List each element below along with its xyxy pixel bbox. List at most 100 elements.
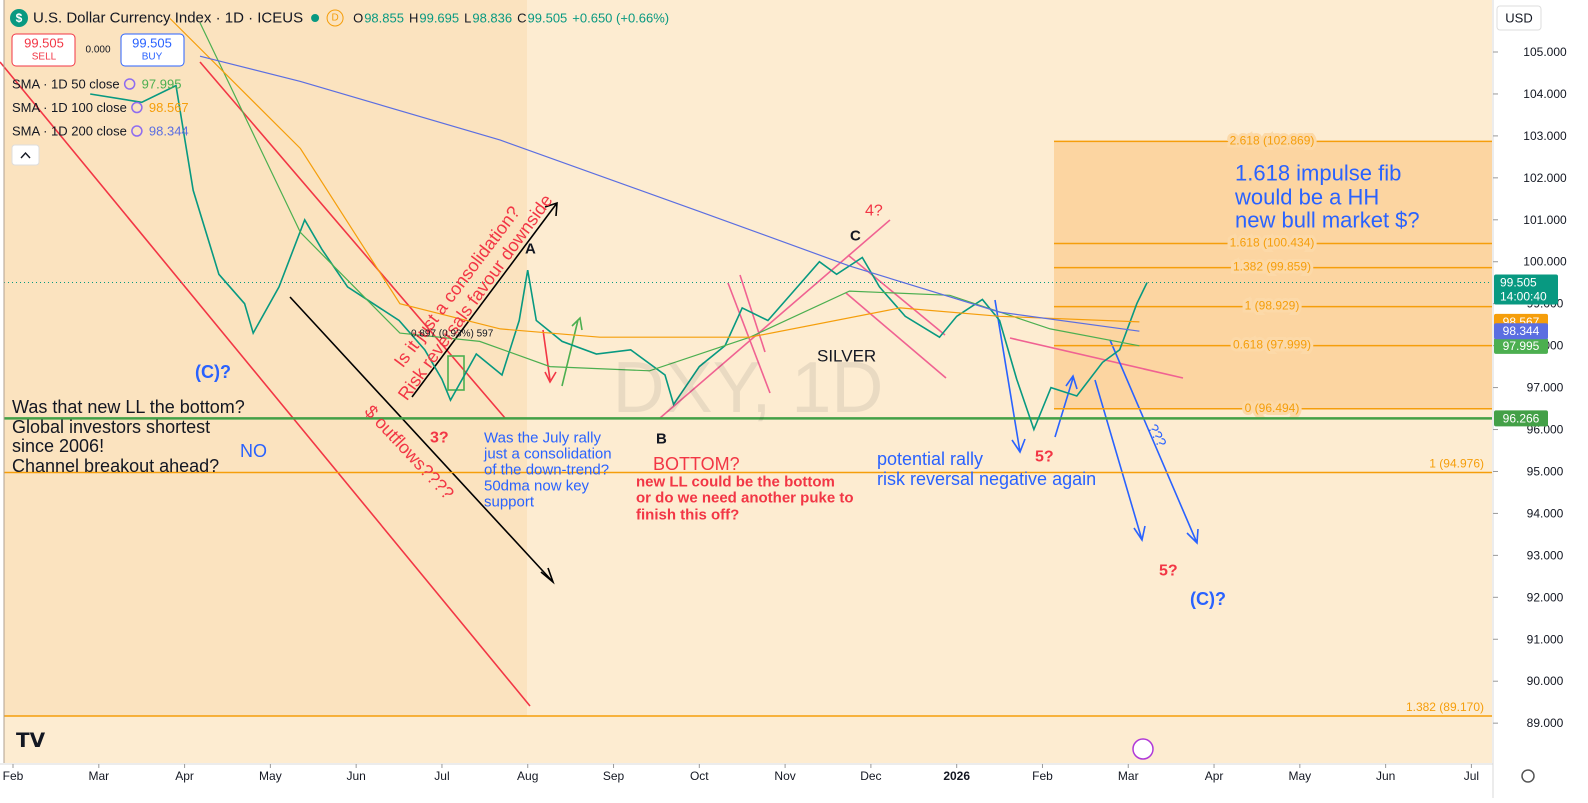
currency: USD [1505,11,1532,26]
buy-price: 99.505 [132,36,172,51]
x-tick-label: Mar [88,769,109,783]
legend-icon [131,101,143,114]
annotation: (C)? [1190,589,1226,609]
legend-value: 97.995 [142,77,182,92]
annotation: (C)? [195,362,231,382]
channel-line [0,61,531,707]
sma-line [169,18,1140,338]
support-label: 96.266 [1503,411,1540,425]
arrow [1094,379,1146,543]
fib-label: 1 (98.929) [1245,299,1300,313]
ohlc-value: 99.505 [528,11,568,26]
y-tick-label: 94.000 [1527,506,1564,520]
sma-value-label-box [1494,337,1548,354]
legend-name: SMA · 1D 200 close [12,124,127,139]
ohlc-label: L [464,11,471,26]
currency-button[interactable] [1496,5,1542,31]
legend-value: 98.567 [149,100,189,115]
ohlc-label: C [517,11,526,26]
annotation: C [850,228,861,245]
annotation: 5? [1035,449,1054,466]
annotation: 0.897 (0.93%) 597 [411,329,494,340]
collapse-icon [20,151,31,159]
annotation: 4? [865,203,883,220]
sell-button[interactable] [11,33,76,67]
price-axis [1493,0,1588,798]
extension-label: 1.382 (89.170) [1406,700,1484,714]
x-tick-label: Feb [1032,769,1053,783]
chart-title: U.S. Dollar Currency Index · 1D · ICEUS [33,10,303,27]
annotation: since 2006! [12,436,104,456]
x-tick-label: Jul [1464,769,1479,783]
annotation: would be a HH [1234,185,1379,210]
last-price: 99.505 [1500,276,1537,290]
status-dot [311,14,320,22]
spread: 0.000 [85,45,110,56]
annotation: Global investors shortest [12,417,210,437]
buy-label: BUY [142,52,163,63]
annotation: Was the July rally [484,430,601,447]
annotation: BOTTOM? [653,454,740,474]
y-tick-label: 90.000 [1527,674,1564,688]
y-tick-label: 104.000 [1523,87,1567,101]
drawings [0,61,1199,707]
y-tick-label: 92.000 [1527,590,1564,604]
channel-line [199,61,506,419]
arrow [1054,374,1078,438]
annotation: new LL could be the bottom [636,474,835,491]
x-tick-label: Dec [860,769,881,783]
legend-name: SMA · 1D 50 close [12,77,120,92]
x-tick-label: Feb [3,769,24,783]
sma-line [199,55,1140,332]
x-tick-label: May [1288,769,1311,783]
sma-value-label: 98.344 [1503,324,1540,338]
y-tick-label: 101.000 [1523,213,1567,227]
x-tick-label: Sep [603,769,625,783]
arrow-head [540,567,555,585]
annotation: potential rally [877,449,983,469]
collapse-button[interactable] [11,144,40,166]
interval-badge: D [331,13,338,24]
ai-button[interactable] [1132,738,1154,760]
y-tick-label: 89.000 [1527,716,1564,730]
annotation: B [656,431,667,448]
y-tick-label: 102.000 [1523,171,1567,185]
extension-label: 1 (94.976) [1429,456,1484,470]
buy-button[interactable] [120,33,185,67]
trend-line [847,254,946,336]
sell-price: 99.505 [24,36,64,51]
arrow [994,299,1026,454]
annotation: support [484,494,535,511]
x-tick-label: Apr [175,769,194,783]
annotation: 5? [1159,563,1178,580]
x-tick-label: Jul [434,769,449,783]
trend-line [1009,337,1184,379]
x-tick-label: Jun [346,769,365,783]
annotation: new bull market $? [1235,208,1420,233]
annotation: of the down-trend? [484,462,609,479]
x-tick-label: Apr [1205,769,1224,783]
watermark: DXY, 1D [613,348,884,428]
annotation: risk reversal negative again [877,469,1096,489]
fib-label: 1.618 (100.434) [1230,236,1315,250]
settings-button[interactable] [1521,769,1535,783]
ohlc-value: 98.855 [364,11,404,26]
change: +0.650 (+0.66%) [572,11,669,26]
badge-circle [326,9,344,27]
x-tick-label: Mar [1118,769,1139,783]
annotation: or do we need another puke to [636,490,854,507]
arrow-head [544,201,558,217]
support-label-box [1494,410,1548,427]
x-tick-label: Aug [517,769,538,783]
time-axis [0,764,1493,798]
arrow [1109,339,1199,545]
last-price-box [1494,274,1558,305]
y-tick-label: 91.000 [1527,632,1564,646]
arrow-line [411,202,558,398]
sma-value-label: 97.995 [1503,339,1540,353]
ohlc-label: O [353,11,363,26]
price-line [90,84,1148,432]
annotation: 3? [430,430,449,447]
